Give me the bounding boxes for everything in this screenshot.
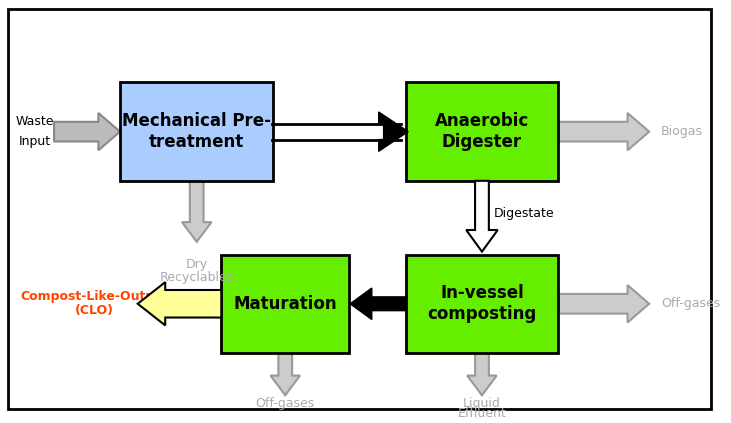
Bar [221, 255, 349, 353]
Text: Recyclables: Recyclables [159, 271, 234, 284]
Polygon shape [137, 282, 221, 325]
Text: Digestate: Digestate [493, 207, 554, 220]
Text: Anaerobic
Digester: Anaerobic Digester [435, 112, 529, 151]
Text: Waste: Waste [15, 115, 53, 128]
Text: Compost-Like-Output: Compost-Like-Output [20, 290, 169, 303]
Text: Liquid: Liquid [463, 397, 501, 410]
Text: Maturation: Maturation [233, 295, 337, 313]
Polygon shape [466, 181, 498, 252]
Text: Dry: Dry [186, 258, 208, 271]
Polygon shape [467, 353, 497, 395]
Polygon shape [558, 285, 649, 322]
Text: In-vessel
composting: In-vessel composting [428, 284, 537, 323]
Polygon shape [379, 112, 408, 151]
Bar [406, 82, 558, 181]
Polygon shape [270, 353, 300, 395]
Text: Biogas: Biogas [661, 125, 703, 138]
Text: Mechanical Pre-
treatment: Mechanical Pre- treatment [122, 112, 271, 151]
Polygon shape [350, 288, 406, 319]
Polygon shape [182, 181, 211, 242]
Bar [121, 82, 273, 181]
Text: Effluent: Effluent [458, 407, 507, 420]
Text: Off-gases: Off-gases [661, 297, 720, 310]
Polygon shape [54, 113, 120, 150]
Bar [406, 255, 558, 353]
Text: (CLO): (CLO) [75, 304, 114, 317]
Text: Input: Input [18, 135, 50, 148]
Text: Off-gases: Off-gases [256, 397, 315, 410]
Polygon shape [558, 113, 649, 150]
